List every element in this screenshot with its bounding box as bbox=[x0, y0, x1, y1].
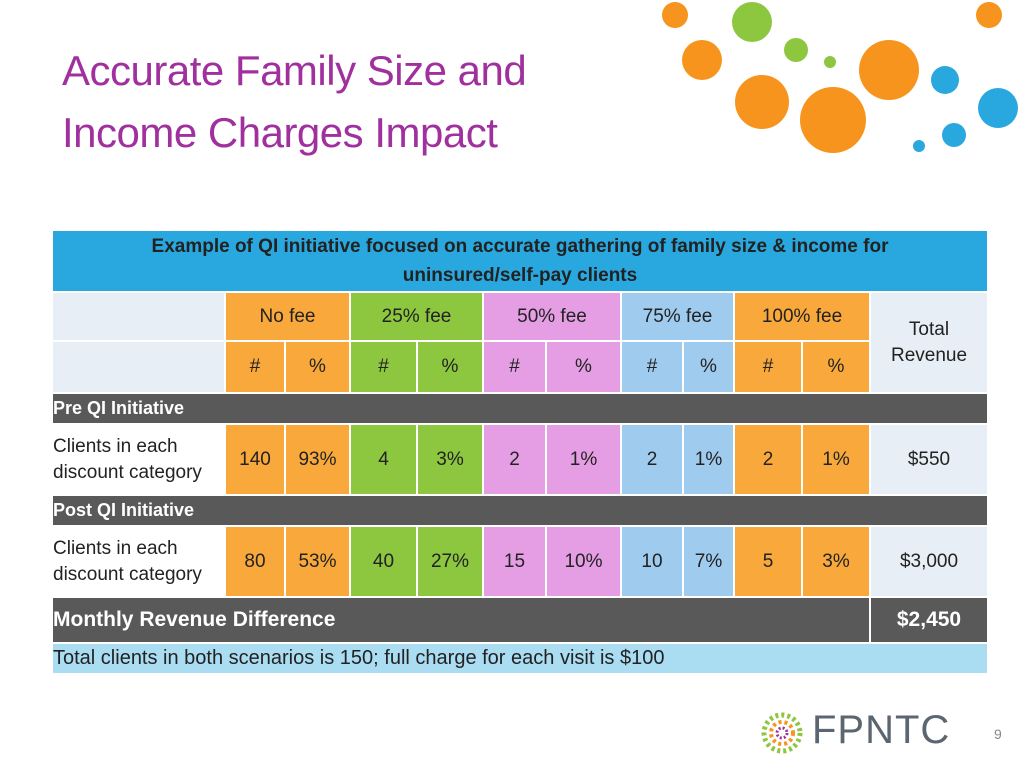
value-cell: 4 bbox=[351, 425, 416, 494]
value-cell: 80 bbox=[226, 527, 284, 596]
fee-header: 75% fee bbox=[622, 293, 733, 340]
footnote: Total clients in both scenarios is 150; … bbox=[53, 644, 987, 673]
value-cell: 5 bbox=[735, 527, 801, 596]
value-cell: 1% bbox=[684, 425, 733, 494]
sub-header: % bbox=[803, 342, 869, 392]
fee-header: No fee bbox=[226, 293, 349, 340]
section-label: Post QI Initiative bbox=[53, 496, 987, 525]
value-cell: 2 bbox=[622, 425, 682, 494]
sub-header: # bbox=[484, 342, 545, 392]
value-cell: 10 bbox=[622, 527, 682, 596]
fee-header: 50% fee bbox=[484, 293, 620, 340]
title-line: Income Charges Impact bbox=[62, 109, 498, 156]
total-header: Total Revenue bbox=[871, 293, 987, 392]
row-label: Clients in each discount category bbox=[53, 527, 224, 596]
logo-text: FPNTC bbox=[812, 708, 951, 752]
value-cell: 15 bbox=[484, 527, 545, 596]
value-cell: 3% bbox=[418, 425, 482, 494]
value-cell: 93% bbox=[286, 425, 349, 494]
value-cell: 2 bbox=[735, 425, 801, 494]
value-cell: 27% bbox=[418, 527, 482, 596]
header-blank bbox=[53, 293, 224, 340]
fee-header: 25% fee bbox=[351, 293, 482, 340]
value-cell: 1% bbox=[547, 425, 620, 494]
difference-label: Monthly Revenue Difference bbox=[53, 598, 869, 642]
sub-header: # bbox=[622, 342, 682, 392]
sub-header: % bbox=[286, 342, 349, 392]
sub-header: # bbox=[351, 342, 416, 392]
fee-header: 100% fee bbox=[735, 293, 869, 340]
value-cell: 1% bbox=[803, 425, 869, 494]
value-cell: 3% bbox=[803, 527, 869, 596]
caption: Example of QI initiative focused on accu… bbox=[53, 231, 987, 291]
total-cell: $3,000 bbox=[871, 527, 987, 596]
sub-header: # bbox=[735, 342, 801, 392]
section-label: Pre QI Initiative bbox=[53, 394, 987, 423]
row-label: Clients in each discount category bbox=[53, 425, 224, 494]
sub-header: # bbox=[226, 342, 284, 392]
sub-header: % bbox=[547, 342, 620, 392]
header-blank bbox=[53, 342, 224, 392]
difference-value: $2,450 bbox=[871, 598, 987, 642]
value-cell: 140 bbox=[226, 425, 284, 494]
total-cell: $550 bbox=[871, 425, 987, 494]
value-cell: 53% bbox=[286, 527, 349, 596]
sub-header: % bbox=[684, 342, 733, 392]
value-cell: 7% bbox=[684, 527, 733, 596]
title: Accurate Family Size and Income Charges … bbox=[62, 40, 527, 164]
bubbles bbox=[662, 2, 1018, 153]
value-cell: 2 bbox=[484, 425, 545, 494]
page-number: 9 bbox=[994, 726, 1002, 742]
sub-header: % bbox=[418, 342, 482, 392]
value-cell: 10% bbox=[547, 527, 620, 596]
logo-mark bbox=[761, 712, 803, 754]
value-cell: 40 bbox=[351, 527, 416, 596]
title-line: Accurate Family Size and bbox=[62, 47, 527, 94]
